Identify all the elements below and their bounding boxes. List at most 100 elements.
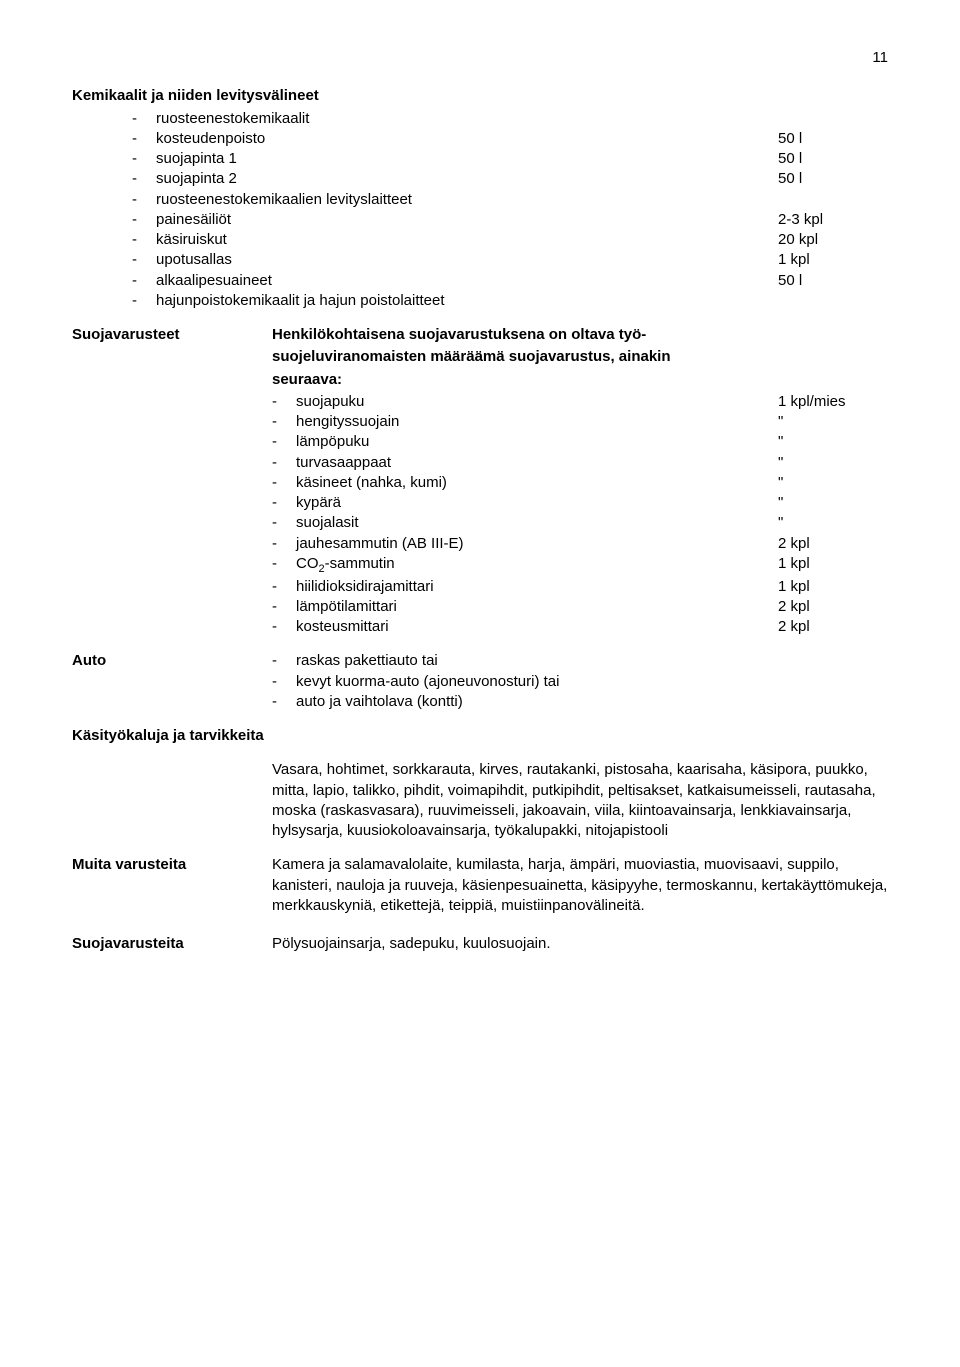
heading-kasityokaluja: Käsityökaluja ja tarvikkeita — [72, 726, 888, 746]
section-auto: Auto -raskas pakettiauto tai-kevyt kuorm… — [72, 651, 888, 712]
bullet: - — [132, 169, 156, 189]
item-value: " — [778, 473, 888, 493]
item-value: 50 l — [778, 169, 888, 189]
list-item: -kypärä" — [272, 493, 888, 513]
list-item: -lämpötilamittari2 kpl — [272, 597, 888, 617]
bullet: - — [132, 291, 156, 311]
section-kasityokaluja: Käsityökaluja ja tarvikkeita Vasara, hoh… — [72, 726, 888, 841]
bullet: - — [132, 129, 156, 149]
item-value: 1 kpl — [778, 577, 888, 597]
item-label: suojapinta 2 — [156, 169, 778, 189]
item-value: " — [778, 453, 888, 473]
list-item: -painesäiliöt2-3 kpl — [72, 210, 888, 230]
bullet: - — [132, 190, 156, 210]
item-label: raskas pakettiauto tai — [296, 651, 888, 671]
item-value: " — [778, 493, 888, 513]
item-value: 1 kpl/mies — [778, 392, 888, 412]
bullet: - — [272, 493, 296, 513]
bullet: - — [272, 392, 296, 412]
intro-line-3: seuraava: — [272, 370, 888, 390]
item-label: lämpöpuku — [296, 432, 778, 452]
list-item: -suojalasit" — [272, 513, 888, 533]
item-label: ruosteenestokemikaalit — [156, 109, 778, 129]
bullet: - — [272, 617, 296, 637]
list-item: -suojapinta 150 l — [72, 149, 888, 169]
item-label: turvasaappaat — [296, 453, 778, 473]
item-value: 2 kpl — [778, 534, 888, 554]
kasityokaluja-text: Vasara, hohtimet, sorkkarauta, kirves, r… — [272, 760, 888, 841]
item-value: 2 kpl — [778, 597, 888, 617]
intro-line-1: Henkilökohtaisena suojavarustuksena on o… — [272, 325, 888, 345]
bullet: - — [272, 513, 296, 533]
intro-line-2: suojeluviranomaisten määräämä suojavarus… — [272, 347, 888, 367]
heading-kemikaalit: Kemikaalit ja niiden levitysvälineet — [72, 86, 888, 106]
page-number: 11 — [72, 48, 888, 68]
muita-varusteita-text: Kamera ja salamavalolaite, kumilasta, ha… — [272, 855, 888, 916]
item-label: kypärä — [296, 493, 778, 513]
list-item: -CO2-sammutin1 kpl — [272, 554, 888, 577]
item-label: upotusallas — [156, 250, 778, 270]
bullet: - — [132, 230, 156, 250]
side-label-auto: Auto — [72, 651, 272, 712]
bullet: - — [272, 672, 296, 692]
item-label: käsineet (nahka, kumi) — [296, 473, 778, 493]
section-suojavarusteet: Suojavarusteet Henkilökohtaisena suojava… — [72, 325, 888, 637]
item-value: 50 l — [778, 149, 888, 169]
item-label: käsiruiskut — [156, 230, 778, 250]
bullet: - — [272, 534, 296, 554]
bullet: - — [272, 577, 296, 597]
bullet: - — [132, 109, 156, 129]
side-label-suojavarusteita: Suojavarusteita — [72, 934, 272, 954]
item-label: CO2-sammutin — [296, 554, 778, 577]
list-item: -ruosteenestokemikaalit — [72, 109, 888, 129]
list-item: -ruosteenestokemikaalien levityslaitteet — [72, 190, 888, 210]
bullet: - — [272, 412, 296, 432]
side-label-muita: Muita varusteita — [72, 855, 272, 916]
list-item: -upotusallas1 kpl — [72, 250, 888, 270]
bullet: - — [272, 554, 296, 577]
item-label: hiilidioksidirajamittari — [296, 577, 778, 597]
list-item: -käsineet (nahka, kumi)" — [272, 473, 888, 493]
item-label: suojalasit — [296, 513, 778, 533]
item-value — [778, 291, 888, 311]
item-value: 20 kpl — [778, 230, 888, 250]
bullet: - — [272, 473, 296, 493]
item-label: auto ja vaihtolava (kontti) — [296, 692, 888, 712]
section-muita-varusteita: Muita varusteita Kamera ja salamavalolai… — [72, 855, 888, 916]
list-item: -hajunpoistokemikaalit ja hajun poistola… — [72, 291, 888, 311]
item-label: hajunpoistokemikaalit ja hajun poistolai… — [156, 291, 778, 311]
item-value: 1 kpl — [778, 250, 888, 270]
item-value: 2 kpl — [778, 617, 888, 637]
item-label: lämpötilamittari — [296, 597, 778, 617]
bullet: - — [272, 432, 296, 452]
bullet: - — [132, 250, 156, 270]
item-label: kosteusmittari — [296, 617, 778, 637]
item-value: 2-3 kpl — [778, 210, 888, 230]
item-label: ruosteenestokemikaalien levityslaitteet — [156, 190, 778, 210]
item-value: 50 l — [778, 271, 888, 291]
bullet: - — [272, 453, 296, 473]
section-kemikaalit: Kemikaalit ja niiden levitysvälineet -ru… — [72, 86, 888, 311]
list-item: -kosteusmittari2 kpl — [272, 617, 888, 637]
list-item: -raskas pakettiauto tai — [272, 651, 888, 671]
item-label: alkaalipesuaineet — [156, 271, 778, 291]
item-value — [778, 190, 888, 210]
list-item: -turvasaappaat" — [272, 453, 888, 473]
item-label: suojapinta 1 — [156, 149, 778, 169]
item-value: " — [778, 513, 888, 533]
bullet: - — [272, 692, 296, 712]
list-item: -jauhesammutin (AB III-E)2 kpl — [272, 534, 888, 554]
item-label: painesäiliöt — [156, 210, 778, 230]
item-value: 50 l — [778, 129, 888, 149]
list-item: -suojapuku1 kpl/mies — [272, 392, 888, 412]
bullet: - — [272, 597, 296, 617]
list-item: -alkaalipesuaineet50 l — [72, 271, 888, 291]
bullet: - — [132, 271, 156, 291]
item-value: 1 kpl — [778, 554, 888, 577]
item-label: kosteudenpoisto — [156, 129, 778, 149]
list-item: -kosteudenpoisto50 l — [72, 129, 888, 149]
item-value — [778, 109, 888, 129]
bullet: - — [132, 210, 156, 230]
side-label-suojavarusteet: Suojavarusteet — [72, 325, 272, 637]
item-label: hengityssuojain — [296, 412, 778, 432]
